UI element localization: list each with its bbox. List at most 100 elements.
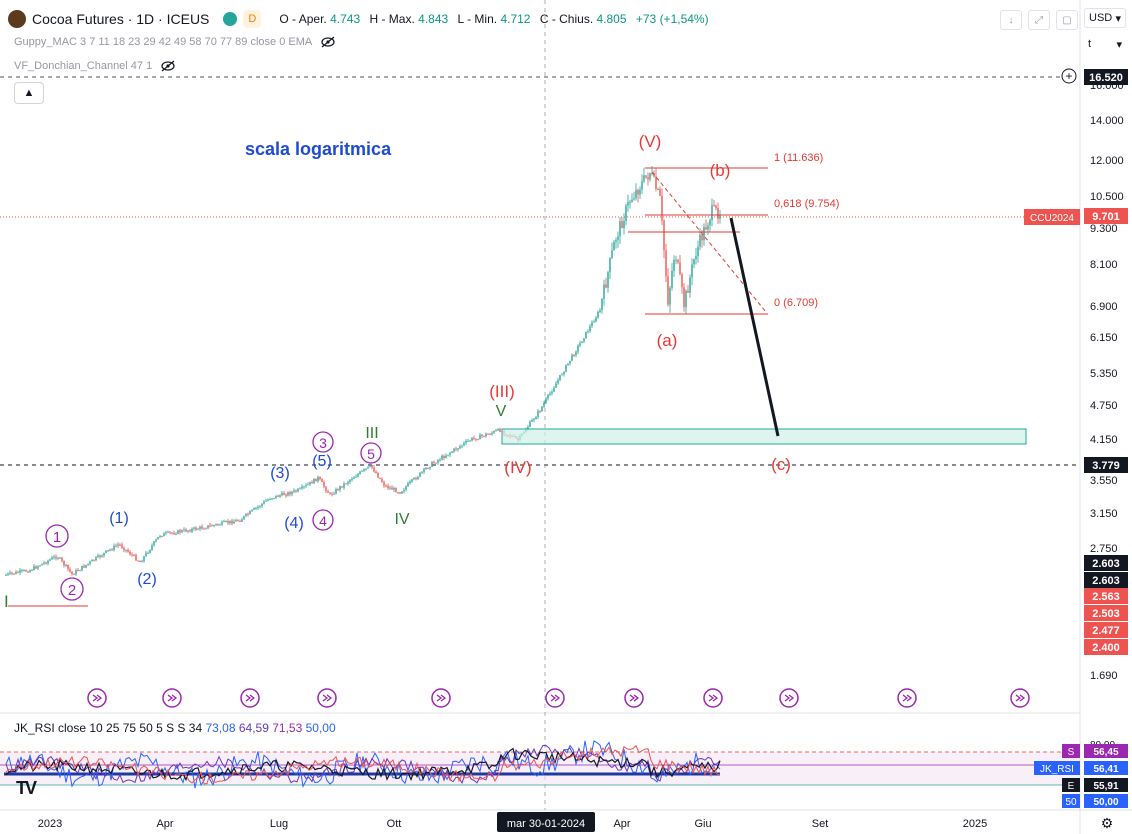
candle-body [295, 490, 297, 492]
indicator-guppy[interactable]: Guppy_MAC 3 7 11 18 23 29 42 49 58 70 77… [14, 36, 336, 48]
wave-label-5[interactable]: 5 [367, 446, 375, 462]
candle-body [357, 474, 359, 477]
candle-body [605, 284, 607, 288]
candle-body [421, 471, 423, 473]
collapse-legend-button[interactable]: ▲ [14, 82, 44, 104]
wave-label-IV[interactable]: IV [394, 511, 409, 528]
rsi-line [5, 744, 721, 785]
restore-icon[interactable]: ▢ [1056, 10, 1078, 30]
candle-body [33, 566, 35, 571]
fib-label-1: 1 (11.636) [774, 152, 823, 164]
delay-badge[interactable]: D [243, 10, 262, 28]
wave-label-p3[interactable]: (3) [270, 465, 290, 482]
arrow-down-icon[interactable]: ↓ [1000, 10, 1022, 30]
gear-icon[interactable]: ⚙ [1100, 814, 1114, 831]
candle-body [623, 220, 625, 229]
wave-label-V[interactable]: V [496, 403, 507, 420]
candle-body [89, 561, 91, 564]
tradingview-logo[interactable]: TV [16, 778, 37, 798]
fullscreen-icon[interactable]: ⤢ [1028, 10, 1050, 30]
candle-body [641, 181, 643, 190]
candle-body [221, 521, 223, 525]
candle-body [337, 489, 339, 491]
time-tick-label: Ott [387, 818, 402, 830]
wave-label-III[interactable]: III [365, 425, 378, 442]
candle-body [587, 331, 589, 333]
annotation-scala-logaritmica[interactable]: scala logaritmica [245, 139, 392, 159]
fib-trend-line[interactable] [651, 171, 767, 313]
candle-body [571, 354, 573, 361]
rsi-tag-bg [1034, 761, 1080, 775]
indicator-donchian[interactable]: VF_Donchian_Channel 47 1 [14, 60, 176, 72]
candle-body [707, 225, 709, 230]
wave-label-4[interactable]: 4 [319, 513, 327, 529]
projection-line[interactable] [729, 217, 780, 437]
time-axis[interactable]: 2023 Apr Lug Ott Apr Giu Set 2025 mar 30-01-2024 [38, 812, 987, 832]
candle-body [327, 491, 329, 493]
candle-body [189, 530, 191, 532]
candle-body [57, 558, 59, 560]
candle-body [209, 525, 211, 527]
candle-body [589, 326, 591, 332]
wave-label-pV[interactable]: (V) [639, 132, 662, 151]
candle-body [669, 287, 671, 305]
candle-body [67, 564, 69, 569]
candle-body [247, 513, 249, 515]
candle-body [719, 215, 721, 219]
currency-select[interactable]: USD ▾ [1084, 8, 1126, 28]
wave-label-p5[interactable]: (5) [312, 453, 332, 470]
wave-label-p1[interactable]: (1) [109, 510, 129, 527]
candle-body [609, 257, 611, 273]
symbol-title[interactable]: Cocoa Futures · 1D · ICEUS [32, 11, 210, 27]
candle-body [173, 532, 175, 535]
wave-label-pIV[interactable]: (IV) [504, 458, 531, 477]
candle-body [593, 321, 595, 323]
wave-label-c[interactable]: (c) [771, 455, 791, 474]
candle-body [293, 490, 295, 492]
rsi-legend[interactable]: JK_RSI close 10 25 75 50 5 S S 34 73,08 … [14, 721, 336, 735]
candle-body [715, 205, 717, 209]
add-price-line-button[interactable] [1061, 68, 1077, 84]
wave-label-2[interactable]: 2 [68, 582, 76, 599]
price-axis[interactable]: 16.00014.00012.00010.5009.3008.1006.9006… [1090, 80, 1124, 682]
wave-circle-5 [360, 442, 382, 464]
candle-body [557, 379, 559, 384]
target-zone-rectangle[interactable] [501, 428, 1027, 445]
candle-body [531, 419, 533, 422]
candle-body [107, 550, 109, 552]
candle-body [145, 552, 147, 557]
candle-body [219, 524, 221, 526]
candle-body [19, 570, 21, 573]
market-status-icon[interactable] [223, 12, 238, 26]
unit-select[interactable]: t ▾ [1084, 34, 1126, 54]
eye-hidden-icon[interactable] [160, 60, 176, 72]
eye-hidden-icon[interactable] [320, 36, 336, 48]
rsi-badge-letter-bg [1062, 778, 1080, 792]
candle-body [483, 435, 485, 437]
rsi-badge [1084, 744, 1128, 758]
candle-body [413, 477, 415, 480]
time-tick-label: Set [812, 818, 829, 830]
wave-label-pIII[interactable]: (III) [489, 382, 515, 401]
wave-label-p2[interactable]: (2) [137, 571, 157, 588]
candle-body [155, 539, 157, 542]
candle-body [103, 552, 105, 556]
candle-body [467, 440, 469, 442]
wave-label-I[interactable]: I [4, 592, 9, 611]
wave-label-b[interactable]: (b) [710, 161, 731, 180]
low-label: L - Min. [457, 12, 498, 26]
candle-body [205, 528, 207, 530]
wave-label-1[interactable]: 1 [53, 529, 61, 546]
candle-body [169, 531, 171, 533]
candle-body [251, 509, 253, 512]
wave-label-3[interactable]: 3 [319, 435, 327, 451]
wave-label-p4[interactable]: (4) [284, 515, 304, 532]
rsi-badge-letter: S [1068, 747, 1075, 758]
candle-body [369, 465, 371, 467]
price-badge [1084, 588, 1128, 604]
time-tick-label: Giu [694, 818, 711, 830]
candle-body [675, 259, 677, 261]
candle-body [431, 462, 433, 467]
wave-label-a[interactable]: (a) [657, 331, 678, 350]
